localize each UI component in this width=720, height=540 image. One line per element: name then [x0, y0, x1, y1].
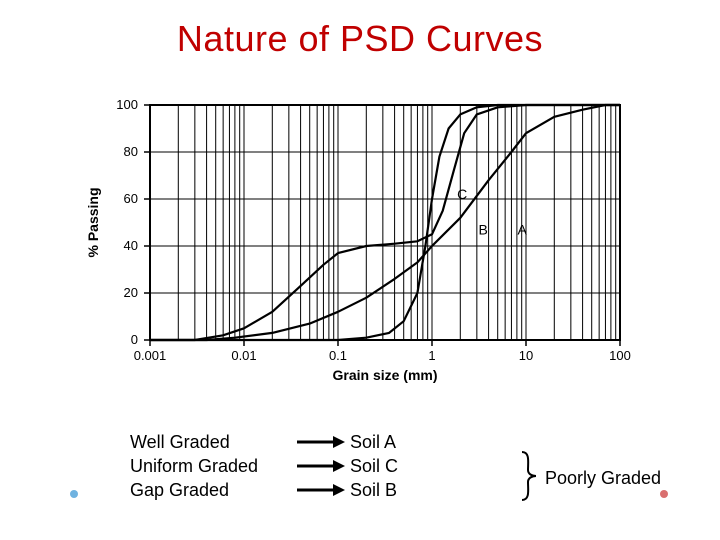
- legend-block: Well Graded Soil A Uniform Graded Soil C…: [130, 430, 630, 502]
- svg-text:100: 100: [116, 97, 138, 112]
- legend-grade: Gap Graded: [130, 478, 290, 502]
- svg-text:80: 80: [124, 144, 138, 159]
- legend-soil: Soil A: [350, 430, 420, 454]
- svg-text:Grain size (mm): Grain size (mm): [332, 367, 437, 383]
- legend-grade: Well Graded: [130, 430, 290, 454]
- psd-chart: 0 20 40 60 80 100 0.001 0.01 0.1 1 10 100 Grain size…: [80, 90, 640, 390]
- svg-text:1: 1: [428, 348, 435, 363]
- svg-text:C: C: [457, 186, 467, 202]
- legend-soil: Soil C: [350, 454, 420, 478]
- svg-text:100: 100: [609, 348, 631, 363]
- svg-text:20: 20: [124, 285, 138, 300]
- svg-text:0.01: 0.01: [231, 348, 256, 363]
- svg-text:0: 0: [131, 332, 138, 347]
- arrow-icon: [290, 483, 350, 497]
- arrow-icon: [290, 459, 350, 473]
- slide-bullet-right: [660, 490, 668, 498]
- svg-text:0.001: 0.001: [134, 348, 167, 363]
- legend-soil: Soil B: [350, 478, 420, 502]
- svg-text:A: A: [517, 221, 527, 237]
- svg-text:B: B: [479, 221, 488, 237]
- svg-text:60: 60: [124, 191, 138, 206]
- psd-chart-svg: 0 20 40 60 80 100 0.001 0.01 0.1 1 10 100 Grain size…: [80, 90, 640, 390]
- svg-text:% Passing: % Passing: [85, 187, 101, 257]
- svg-text:10: 10: [519, 348, 533, 363]
- brace-icon: [520, 450, 540, 502]
- slide-title: Nature of PSD Curves: [0, 18, 720, 60]
- slide-bullet-left: [70, 490, 78, 498]
- arrow-icon: [290, 435, 350, 449]
- svg-text:40: 40: [124, 238, 138, 253]
- legend-grade: Uniform Graded: [130, 454, 290, 478]
- poorly-graded-label: Poorly Graded: [545, 466, 661, 490]
- legend-row: Well Graded Soil A: [130, 430, 630, 454]
- svg-text:0.1: 0.1: [329, 348, 347, 363]
